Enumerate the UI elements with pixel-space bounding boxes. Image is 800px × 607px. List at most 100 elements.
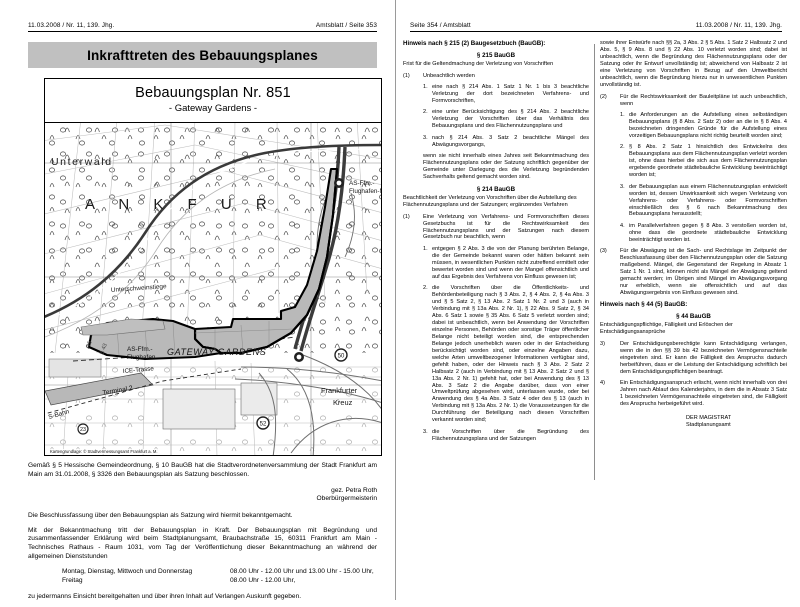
clause-text: Unbeachtlich werden <box>423 72 475 79</box>
paragraph-inspection: zu jedermanns Einsicht bereitgehalten un… <box>28 592 302 600</box>
heading-paragraph-215: § 215 BauGB <box>476 51 516 59</box>
clause-44-item: 4) Ein Entschädigungsanspruch erlischt, … <box>600 380 787 408</box>
svg-text:23: 23 <box>80 427 86 433</box>
clause-number: 3. <box>423 134 428 141</box>
signoff-block: DER MAGISTRAT Stadtplanungsamt <box>600 415 787 429</box>
svg-text:52: 52 <box>260 422 267 428</box>
heading-hinweis-215: Hinweis nach § 215 (2) Baugesetzbuch (Ba… <box>403 40 546 47</box>
svg-text:Kreuz: Kreuz <box>333 398 353 407</box>
clause-214-abs3: (3) Für die Abwägung ist die Sach- und R… <box>600 248 787 297</box>
heading-paragraph-214: § 214 BauGB <box>476 185 516 193</box>
site-plan-map: Bebauungsplan Nr. 851 - Gateway Gardens … <box>44 78 382 456</box>
column-middle: Hinweis nach § 215 (2) Baugesetzbuch (Ba… <box>403 40 589 594</box>
clause-214-item: 1. entgegen § 2 Abs. 3 die von der Planu… <box>403 246 589 281</box>
clause-abs2-item: 1. die Anforderungen an die Aufstellung … <box>600 112 787 140</box>
office-hours-days: Montag, Dienstag, Mittwoch und Donnersta… <box>62 567 193 575</box>
clause-text: Für die Abwägung ist die Sach- und Recht… <box>620 248 787 296</box>
clause-abs2-item: 3. der Bebauungsplan aus einem Flächennu… <box>600 184 787 219</box>
clause-number: 2. <box>423 109 428 116</box>
svg-text:50: 50 <box>338 354 345 360</box>
clause-text: eine unter Berücksichtigung des § 214 Ab… <box>432 109 589 130</box>
clause-text: Ein Entschädigungsanspruch erlischt, wen… <box>620 380 787 408</box>
right-header-pagenum: Seite 354 / Amtsblatt <box>410 22 471 29</box>
paragraph-resolution: Gemäß § 5 Hessische Gemeindeordnung, § 1… <box>28 462 377 478</box>
clause-number: (2) <box>600 93 607 100</box>
clause-215-abs1: (1) Unbeachtlich werden <box>403 73 589 80</box>
clause-number: 4) <box>600 380 605 387</box>
clause-number: 2. <box>423 285 428 292</box>
clause-number: (1) <box>403 72 410 79</box>
lead-215: Frist für die Geltendmachung der Verletz… <box>403 60 554 67</box>
lead-214: Beachtlichkeit der Verletzung von Vorsch… <box>403 194 577 208</box>
svg-text:Flughafen-Nord: Flughafen-Nord <box>349 188 381 195</box>
left-page-header: 11.03.2008 / Nr. 11, 139. Jhg. Amtsblatt… <box>28 22 377 36</box>
clause-text: im Parallelverfahren gegen § 8 Abs. 3 ve… <box>629 222 787 243</box>
clause-214-abs2: (2) Für die Rechtswirksamkeit der Baulei… <box>600 94 787 108</box>
clause-number: 1. <box>620 112 625 119</box>
map-label-gateway-gardens: GATEWAY GARDENS <box>167 347 266 357</box>
map-label-ice-trasse: ICE-Trasse <box>123 365 155 375</box>
map-label-frankfurt: A N K F U R <box>85 196 277 213</box>
left-page: 11.03.2008 / Nr. 11, 139. Jhg. Amtsblatt… <box>0 0 396 600</box>
map-credit: Kartengrundlage: © Stadtvermessungsamt F… <box>49 449 159 454</box>
signoff-magistrat: DER MAGISTRAT <box>686 415 732 421</box>
signature-name: gez. Petra Roth <box>331 486 377 494</box>
clause-text: Eine Verletzung von Verfahrens- und Form… <box>423 213 589 241</box>
clause-text: die Vorschriften über die Öffentlichkeit… <box>432 285 589 424</box>
signature-block: gez. Petra Roth Oberbürgermeisterin <box>28 487 377 504</box>
map-label-as-flughafen: AS-Ffm.- Flughafen <box>127 346 156 361</box>
left-header-issue: 11.03.2008 / Nr. 11, 139. Jhg. <box>28 22 115 29</box>
clause-number: (1) <box>403 213 410 220</box>
paragraph-announcement: Die Beschlussfassung über den Bebauungsp… <box>28 511 293 519</box>
map-title-area: Bebauungsplan Nr. 851 - Gateway Gardens … <box>45 79 381 123</box>
svg-text:AS-Ffm.-: AS-Ffm.- <box>349 180 375 187</box>
clause-214-abs1: (1) Eine Verletzung von Verfahrens- und … <box>403 214 589 242</box>
office-hours-row: Freitag 08.00 Uhr - 12.00 Uhr, <box>62 577 377 586</box>
clause-number: 4. <box>620 222 625 229</box>
paragraph-inkrafttreten: Mit der Bekanntmachung tritt der Bebauun… <box>28 526 377 561</box>
clause-number: (3) <box>600 248 607 255</box>
clause-text: eine nach § 214 Abs. 1 Satz 1 Nr. 1 bis … <box>432 83 589 104</box>
heading-hinweis-44: Hinweis nach § 44 (5) BauGB: <box>600 301 688 309</box>
clause-text: die Anforderungen an die Aufstellung ein… <box>629 112 787 139</box>
clause-number: 3. <box>423 428 428 435</box>
office-hours-row: Montag, Dienstag, Mittwoch und Donnersta… <box>62 568 377 577</box>
heading-paragraph-44: § 44 BauGB <box>676 313 711 321</box>
office-hours-days: Freitag <box>62 576 83 584</box>
map-label-as-flughafen-nord: AS-Ffm.- Flughafen-Nord <box>349 180 381 195</box>
map-title: Bebauungsplan Nr. 851 <box>135 85 291 101</box>
column-divider <box>594 44 595 480</box>
office-hours-time: 08.00 Uhr - 12.00 Uhr, <box>230 576 296 584</box>
clause-text: Der Entschädigungsberechtigte kann Entsc… <box>620 340 787 375</box>
clause-text: entgegen § 2 Abs. 3 die von der Planung … <box>432 245 589 280</box>
clause-text: nach § 214 Abs. 3 Satz 2 beachtliche Män… <box>432 134 589 148</box>
map-label-frankfurter-kreuz: Frankfurter Kreuz <box>321 386 358 407</box>
clause-44-item: 3) Der Entschädigungsberechtigte kann En… <box>600 341 787 376</box>
right-page-header: Seite 354 / Amtsblatt 11.03.2008 / Nr. 1… <box>410 22 782 36</box>
map-label-unterschweinstiege: Unterschweinstiege <box>111 283 168 294</box>
office-hours-time: 08.00 Uhr - 12.00 Uhr und 13.00 Uhr - 15… <box>230 567 374 575</box>
signature-title: Oberbürgermeisterin <box>316 495 377 503</box>
closing-215: wenn sie nicht innerhalb eines Jahres se… <box>423 153 589 180</box>
clause-text: Für die Rechtswirksamkeit der Bauleitplä… <box>620 93 787 107</box>
right-page: Seite 354 / Amtsblatt 11.03.2008 / Nr. 1… <box>396 0 800 600</box>
clause-215-item: 2. eine unter Berücksichtigung des § 214… <box>403 109 589 130</box>
clause-number: 3. <box>620 183 625 190</box>
office-hours-table: Montag, Dienstag, Mittwoch und Donnersta… <box>62 568 377 586</box>
map-subtitle: - Gateway Gardens - <box>168 103 258 114</box>
map-canvas: 50 52 23 Unterwald A N K F U R Unterschw… <box>45 123 381 455</box>
continuation-text: sowie ihrer Entwürfe nach §§ 2a, 3 Abs. … <box>600 40 787 88</box>
signoff-department: Stadtplanungsamt <box>686 422 731 429</box>
banner: Inkrafttreten des Bebauungsplanes <box>28 42 377 68</box>
lead-44: Entschädigungspflichtige, Fälligkeit und… <box>600 322 733 335</box>
clause-text: der Bebauungsplan aus einem Flächennutzu… <box>629 183 787 218</box>
svg-text:Flughafen: Flughafen <box>127 354 156 361</box>
left-page-body: Gemäß § 5 Hessische Gemeindeordnung, § 1… <box>28 462 377 607</box>
clause-number: 1. <box>423 83 428 90</box>
clause-215-item: 3. nach § 214 Abs. 3 Satz 2 beachtliche … <box>403 135 589 149</box>
clause-214-item: 2. die Vorschriften über die Öffentlichk… <box>403 285 589 424</box>
clause-number: 1. <box>423 245 428 252</box>
clause-abs2-item: 2. § 8 Abs. 2 Satz 1 hinsichtlich des En… <box>600 144 787 179</box>
column-right: sowie ihrer Entwürfe nach §§ 2a, 3 Abs. … <box>600 40 787 594</box>
